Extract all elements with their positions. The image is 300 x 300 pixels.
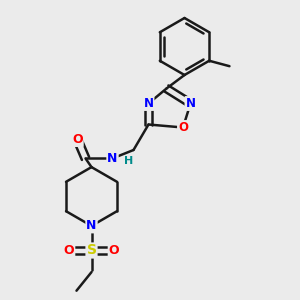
Text: S: S bbox=[86, 244, 97, 257]
Text: N: N bbox=[86, 219, 97, 232]
Text: N: N bbox=[107, 152, 118, 165]
Text: O: O bbox=[64, 244, 74, 257]
Text: N: N bbox=[143, 97, 154, 110]
Text: O: O bbox=[72, 133, 83, 146]
Text: H: H bbox=[124, 156, 134, 167]
Text: O: O bbox=[178, 121, 188, 134]
Text: N: N bbox=[185, 97, 196, 110]
Text: O: O bbox=[109, 244, 119, 257]
